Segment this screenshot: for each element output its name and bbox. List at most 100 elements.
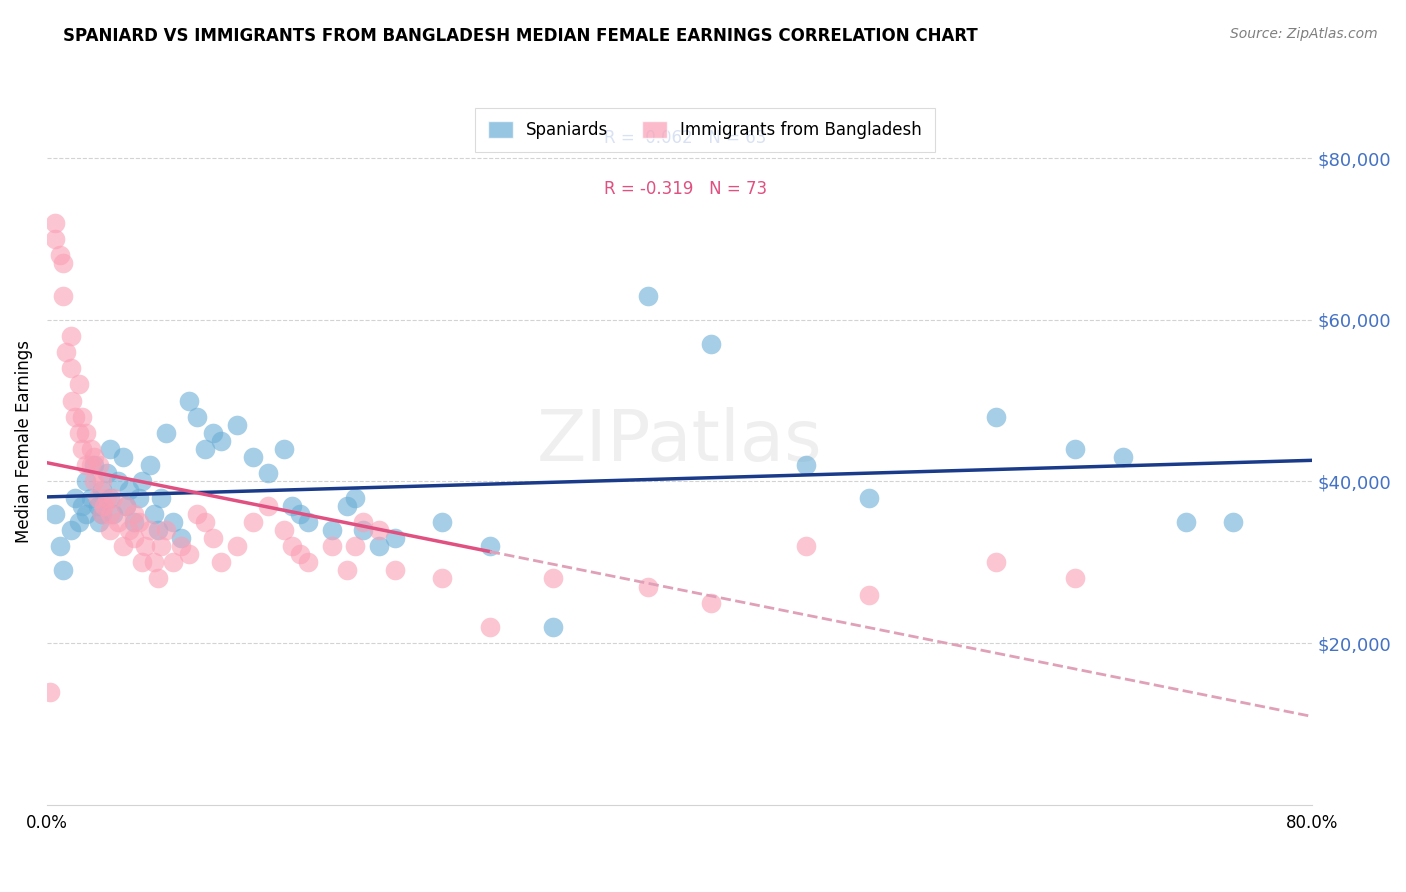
Point: [297, 555, 319, 569]
Point: [273, 442, 295, 457]
Point: [39, 684, 62, 698]
Point: [52, 563, 75, 577]
Point: [87, 515, 110, 529]
Point: [91, 507, 114, 521]
Point: [170, 531, 193, 545]
Point: [83, 475, 105, 489]
Point: [281, 539, 304, 553]
Point: [288, 507, 311, 521]
Point: [257, 499, 280, 513]
Point: [138, 523, 160, 537]
Point: [70, 499, 93, 513]
Point: [86, 499, 108, 513]
Point: [103, 507, 125, 521]
Point: [80, 458, 103, 473]
Point: [65, 491, 87, 505]
Point: [225, 417, 247, 432]
Point: [700, 337, 723, 351]
Point: [75, 458, 97, 473]
Point: [368, 523, 391, 537]
Point: [700, 596, 723, 610]
Point: [86, 491, 108, 505]
Point: [1111, 450, 1133, 465]
Point: [131, 475, 153, 489]
Point: [352, 523, 374, 537]
Point: [984, 555, 1007, 569]
Point: [107, 515, 129, 529]
Point: [118, 523, 141, 537]
Point: [122, 531, 145, 545]
Point: [80, 442, 103, 457]
Point: [162, 515, 184, 529]
Point: [67, 515, 90, 529]
Point: [155, 425, 177, 440]
Point: [83, 450, 105, 465]
Point: [336, 499, 359, 513]
Point: [107, 475, 129, 489]
Point: [297, 515, 319, 529]
Point: [111, 539, 134, 553]
Point: [44, 216, 66, 230]
Point: [48, 248, 70, 262]
Point: [115, 499, 138, 513]
Point: [288, 547, 311, 561]
Point: [1222, 515, 1244, 529]
Point: [48, 539, 70, 553]
Point: [242, 450, 264, 465]
Point: [118, 483, 141, 497]
Point: [91, 483, 114, 497]
Text: R =  0.062   N = 63: R = 0.062 N = 63: [603, 128, 766, 147]
Point: [149, 539, 172, 553]
Point: [201, 531, 224, 545]
Point: [179, 547, 201, 561]
Point: [273, 523, 295, 537]
Point: [146, 523, 169, 537]
Point: [67, 425, 90, 440]
Point: [637, 580, 659, 594]
Point: [321, 523, 343, 537]
Point: [75, 507, 97, 521]
Point: [59, 361, 82, 376]
Point: [98, 442, 121, 457]
Point: [83, 458, 105, 473]
Point: [541, 571, 564, 585]
Point: [44, 232, 66, 246]
Point: [478, 539, 501, 553]
Point: [225, 539, 247, 553]
Point: [1174, 515, 1197, 529]
Point: [52, 288, 75, 302]
Point: [93, 499, 115, 513]
Text: Source: ZipAtlas.com: Source: ZipAtlas.com: [1230, 27, 1378, 41]
Point: [98, 523, 121, 537]
Point: [122, 507, 145, 521]
Point: [209, 434, 232, 448]
Text: R = -0.319   N = 73: R = -0.319 N = 73: [603, 180, 766, 198]
Point: [162, 555, 184, 569]
Point: [242, 515, 264, 529]
Point: [984, 409, 1007, 424]
Point: [70, 409, 93, 424]
Legend: Spaniards, Immigrants from Bangladesh: Spaniards, Immigrants from Bangladesh: [475, 108, 935, 153]
Point: [344, 539, 367, 553]
Point: [858, 491, 880, 505]
Point: [67, 377, 90, 392]
Point: [59, 329, 82, 343]
Point: [75, 425, 97, 440]
Point: [384, 563, 406, 577]
Point: [155, 523, 177, 537]
Point: [44, 507, 66, 521]
Text: ZIPatlas: ZIPatlas: [537, 407, 823, 475]
Point: [858, 588, 880, 602]
Point: [146, 571, 169, 585]
Point: [209, 555, 232, 569]
Text: SPANIARD VS IMMIGRANTS FROM BANGLADESH MEDIAN FEMALE EARNINGS CORRELATION CHART: SPANIARD VS IMMIGRANTS FROM BANGLADESH M…: [63, 27, 979, 45]
Y-axis label: Median Female Earnings: Median Female Earnings: [15, 340, 32, 542]
Point: [111, 450, 134, 465]
Point: [96, 491, 118, 505]
Point: [149, 491, 172, 505]
Point: [257, 467, 280, 481]
Point: [122, 515, 145, 529]
Point: [201, 425, 224, 440]
Point: [98, 507, 121, 521]
Point: [194, 442, 217, 457]
